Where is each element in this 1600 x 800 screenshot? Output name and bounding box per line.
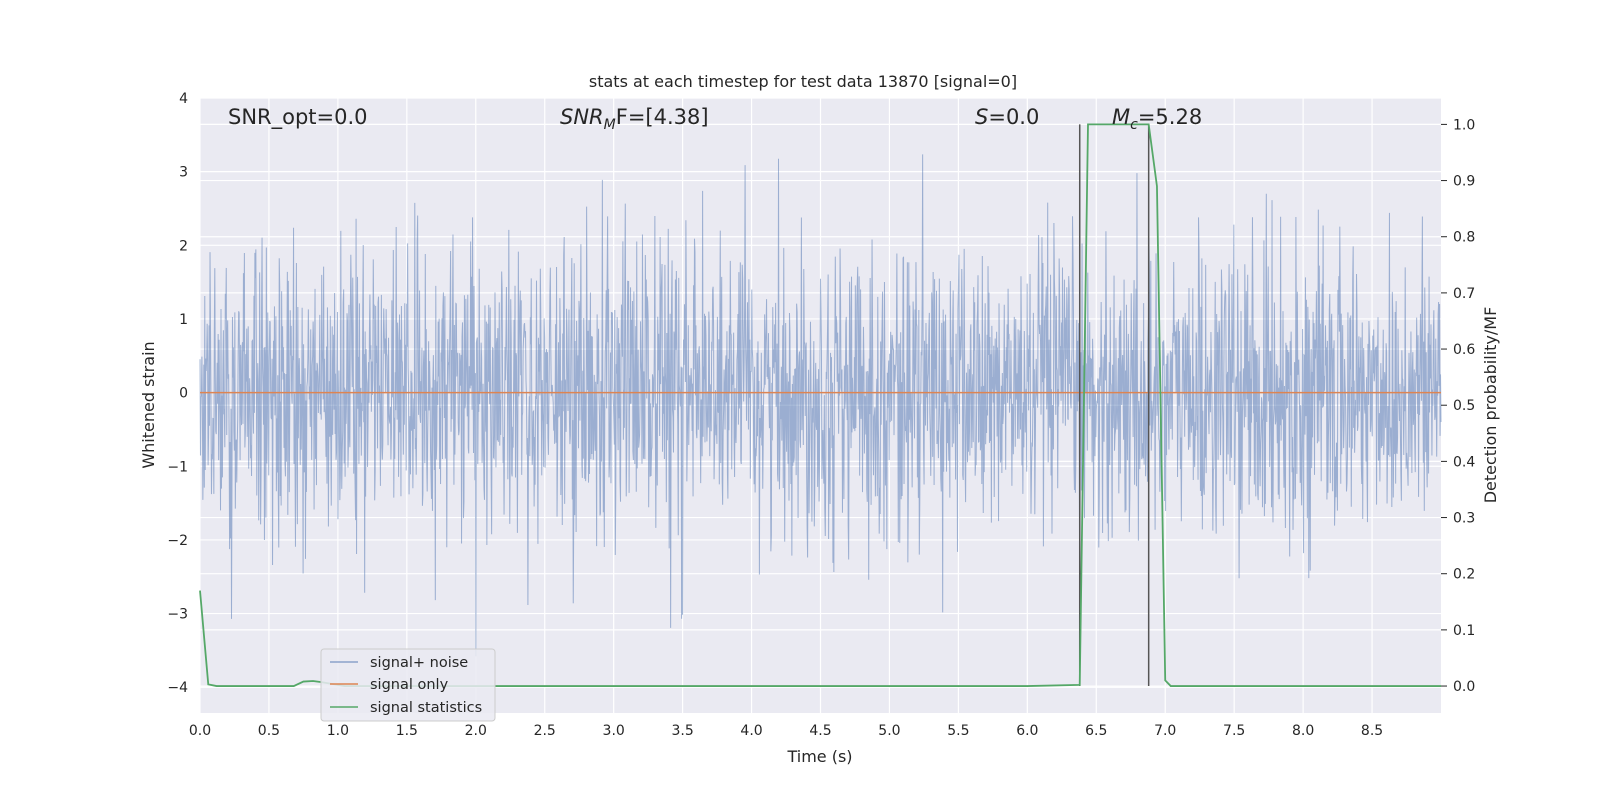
annotation-snr-mf-main: SNR [560, 105, 604, 129]
y-right-tick-label: 0.7 [1453, 286, 1475, 302]
y-tick-label: 0 [179, 386, 188, 402]
y-right-tick-label: 0.0 [1453, 679, 1475, 695]
annotation-s: S=0.0 [975, 105, 1039, 129]
y-right-tick-label: 0.1 [1453, 623, 1475, 639]
x-tick-label: 5.0 [878, 723, 900, 739]
y-tick-label: −2 [167, 533, 188, 549]
y-tick-label: −1 [167, 459, 188, 475]
y-right-tick-label: 1.0 [1453, 117, 1475, 133]
x-tick-label: 6.5 [1085, 723, 1107, 739]
x-tick-label: 1.5 [396, 723, 418, 739]
y-right-tick-label: 0.2 [1453, 567, 1475, 583]
y-tick-label: 1 [179, 312, 188, 328]
x-tick-label: 5.5 [947, 723, 969, 739]
annotation-s-rest: =0.0 [988, 105, 1039, 129]
y-tick-label: −3 [167, 607, 188, 623]
annotation-snr-mf: SNRMF=[4.38] [560, 105, 709, 133]
y-axis-right-ticks: 0.0 0.1 0.2 0.3 0.4 0.5 0.6 0.7 0.8 0.9 1.0 [1441, 117, 1475, 695]
y-right-tick-label: 0.6 [1453, 342, 1475, 358]
x-tick-label: 7.5 [1223, 723, 1245, 739]
annotation-mc: Mc=5.28 [1112, 105, 1202, 133]
y-tick-label: 3 [179, 165, 188, 181]
x-axis-label: Time (s) [786, 747, 852, 766]
series-signal-noise [199, 154, 1442, 657]
legend-label-signal-noise: signal+ noise [370, 655, 468, 671]
x-tick-label: 0.0 [189, 723, 211, 739]
x-tick-label: 3.0 [603, 723, 625, 739]
y-axis-label: Whitened strain [139, 341, 158, 468]
legend: signal+ noise signal only signal statist… [320, 648, 496, 722]
legend-label-signal-statistics: signal statistics [370, 700, 482, 716]
x-tick-label: 4.0 [740, 723, 762, 739]
y-right-tick-label: 0.5 [1453, 398, 1475, 414]
x-tick-label: 2.5 [534, 723, 556, 739]
legend-box [320, 648, 496, 722]
x-tick-label: 1.0 [327, 723, 349, 739]
x-tick-label: 8.0 [1292, 723, 1314, 739]
annotation-mc-rest: =5.28 [1138, 105, 1202, 129]
y-axis-right-label: Detection probability/MF [1481, 307, 1500, 504]
y-axis-ticks: −4 −3 −2 −1 0 1 2 3 4 [167, 91, 188, 696]
x-tick-label: 8.5 [1361, 723, 1383, 739]
x-tick-label: 0.5 [258, 723, 280, 739]
y-tick-label: 4 [179, 91, 188, 107]
annotation-snr-mf-rest: F=[4.38] [616, 105, 709, 129]
x-tick-label: 7.0 [1154, 723, 1176, 739]
annotation-snr-opt: SNR_opt=0.0 [228, 105, 368, 130]
chart-title: stats at each timestep for test data 138… [589, 72, 1017, 91]
y-right-tick-label: 0.3 [1453, 511, 1475, 527]
annotation-mc-sub: c [1130, 117, 1138, 133]
y-tick-label: 2 [179, 238, 188, 254]
x-tick-label: 6.0 [1016, 723, 1038, 739]
line-signal-noise [199, 154, 1442, 657]
annotation-mc-main: M [1112, 105, 1130, 129]
x-tick-label: 3.5 [671, 723, 693, 739]
legend-label-signal-only: signal only [370, 677, 449, 693]
series-signal-statistics [199, 123, 1441, 687]
y-tick-label: −4 [167, 680, 188, 696]
line-signal-statistics [199, 123, 1441, 687]
y-right-tick-label: 0.4 [1453, 454, 1475, 470]
x-axis-ticks: 0.0 0.5 1.0 1.5 2.0 2.5 3.0 3.5 4.0 4.5 5.0 5.5 6.0 6… [189, 723, 1383, 739]
annotation-s-main: S [975, 105, 988, 129]
x-tick-label: 4.5 [809, 723, 831, 739]
annotation-snr-mf-sub: M [604, 117, 616, 133]
y-right-tick-label: 0.8 [1453, 230, 1475, 246]
vertical-markers [1078, 124, 1150, 687]
y-right-tick-label: 0.9 [1453, 174, 1475, 190]
x-tick-label: 2.0 [465, 723, 487, 739]
